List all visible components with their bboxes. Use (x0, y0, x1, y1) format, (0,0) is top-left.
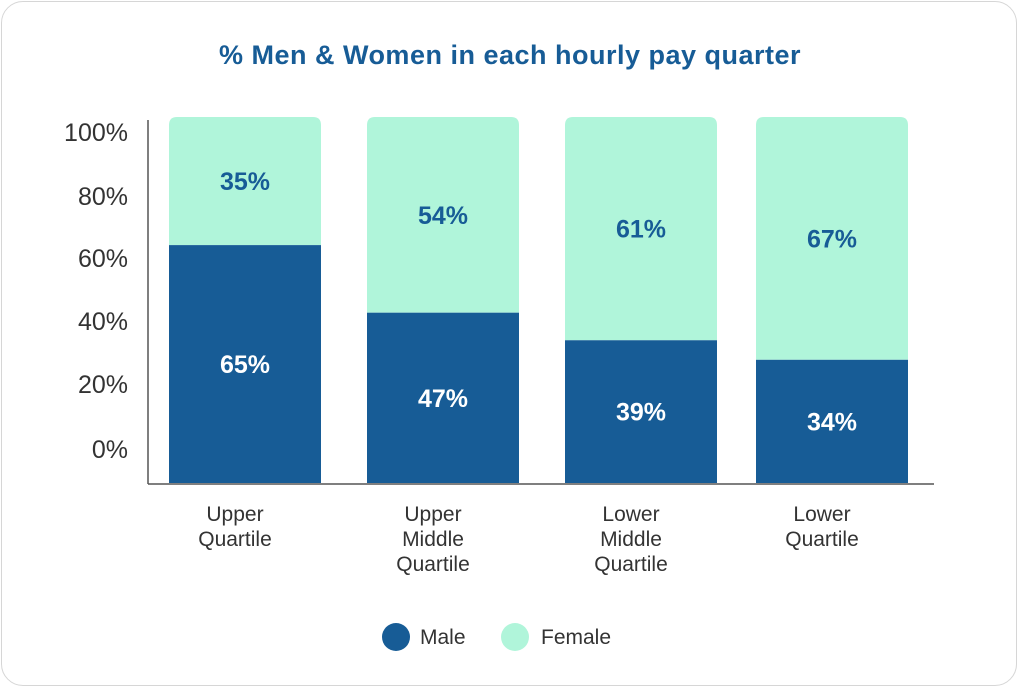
category-label: Lower (793, 503, 850, 526)
category-label: Quartile (785, 528, 859, 551)
y-axis: 0% 20% 40% 60% 80% 100% (64, 119, 934, 485)
bar-segment-female (756, 117, 908, 360)
bar-segment-male (367, 312, 519, 483)
bar-segment-male (169, 245, 321, 483)
category-label: Upper (404, 503, 461, 526)
legend-swatch (382, 623, 410, 651)
bar-segment-male (565, 340, 717, 483)
data-label-male: 34% (807, 408, 857, 436)
legend: Male Female (382, 623, 611, 651)
data-label-female: 54% (418, 202, 468, 230)
category-label: Quartile (594, 553, 668, 576)
category-label: Lower (602, 503, 659, 526)
y-tick-label: 60% (78, 245, 128, 273)
data-label-female: 67% (807, 225, 857, 253)
legend-swatch (501, 623, 529, 651)
bar-segment-female (367, 117, 519, 313)
data-label-male: 39% (616, 399, 666, 427)
category-label: Quartile (198, 528, 272, 551)
y-tick-label: 80% (78, 183, 128, 211)
x-axis-labels: UpperQuartileUpperMiddleQuartileLowerMid… (198, 503, 859, 576)
y-tick-label: 100% (64, 119, 128, 147)
data-label-female: 61% (616, 216, 666, 244)
y-tick-label: 20% (78, 371, 128, 399)
bar-segment-female (565, 117, 717, 341)
y-tick-label: 0% (92, 436, 128, 464)
category-label: Middle (402, 528, 464, 551)
bar-segment-male (756, 359, 908, 483)
legend-label: Female (541, 626, 611, 649)
data-label-female: 35% (220, 168, 270, 196)
data-label-male: 65% (220, 351, 270, 379)
bars: 35% 65% 54% 47% 61% 39% 67% 34% (169, 117, 908, 483)
category-label: Upper (206, 503, 263, 526)
chart-title: % Men & Women in each hourly pay quarter (218, 40, 802, 70)
category-label: Middle (600, 528, 662, 551)
y-tick-label: 40% (78, 308, 128, 336)
bar-segment-female (169, 117, 321, 246)
category-label: Quartile (396, 553, 470, 576)
data-label-male: 47% (418, 385, 468, 413)
legend-label: Male (420, 626, 466, 649)
